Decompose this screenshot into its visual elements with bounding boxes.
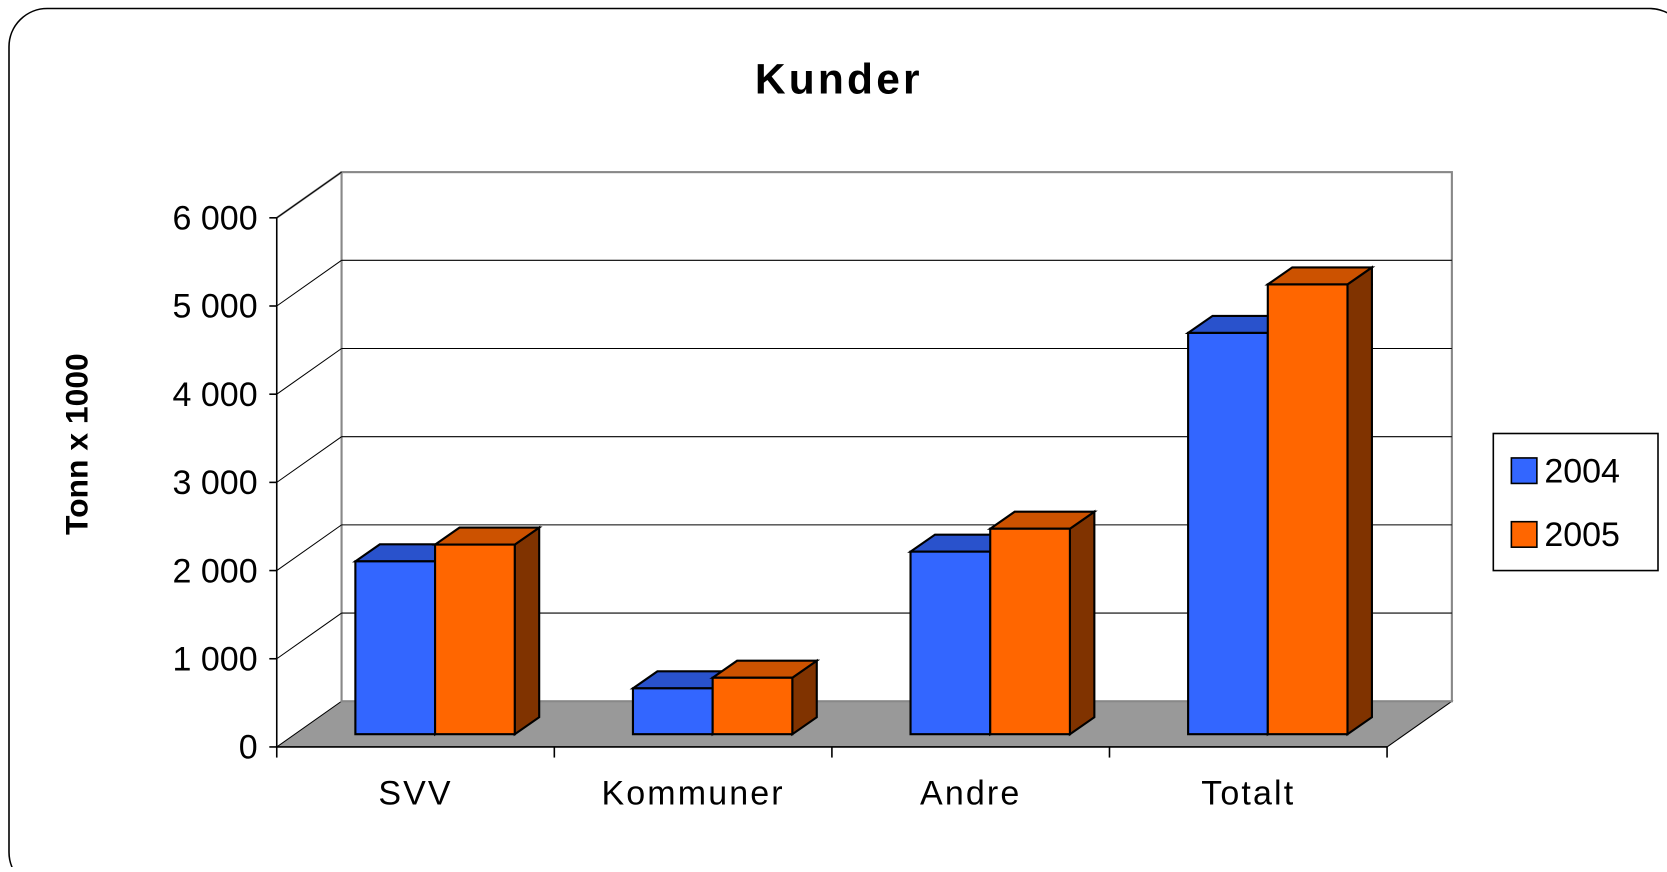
y-tick-label: 1 000	[173, 640, 258, 678]
bar-side	[1346, 265, 1373, 737]
bar-front	[711, 676, 794, 736]
bar-front	[434, 543, 516, 736]
y-tick-label: 4 000	[173, 376, 258, 414]
y-tick-label: 3 000	[173, 464, 258, 502]
grid-line	[276, 524, 342, 571]
bar	[1264, 265, 1376, 737]
x-tick-label: Totalt	[1201, 774, 1295, 812]
bar	[986, 509, 1098, 737]
y-tick-label: 5 000	[173, 288, 258, 326]
y-tick-label: 6 000	[173, 200, 258, 238]
bar	[709, 658, 821, 737]
chart-title: Kunder	[755, 57, 923, 104]
grid-line	[276, 436, 342, 483]
x-tick-label: SVV	[378, 774, 452, 812]
y-axis-label: Tonn x 1000	[59, 353, 95, 535]
bar-front	[354, 560, 437, 736]
legend-label: 2004	[1544, 452, 1620, 490]
grid-line	[276, 348, 342, 395]
bar-side	[1068, 509, 1096, 737]
bar-front	[989, 527, 1071, 736]
legend-swatch	[1510, 520, 1538, 548]
grid-line	[276, 171, 342, 219]
y-tick-label: 2 000	[173, 552, 258, 590]
bar-front	[909, 550, 992, 736]
bar	[431, 525, 543, 737]
grid-line	[276, 612, 342, 660]
bar-side	[513, 525, 541, 737]
y-tick-label: 0	[239, 729, 258, 767]
grid-line	[276, 259, 342, 307]
bar-front	[1187, 331, 1269, 736]
x-tick-label: Kommuner	[601, 774, 784, 812]
x-tick-label: Andre	[920, 774, 1021, 812]
legend-label: 2005	[1544, 516, 1620, 554]
bar-front	[631, 687, 714, 736]
legend-swatch	[1510, 457, 1538, 485]
bar-front	[1266, 283, 1349, 736]
